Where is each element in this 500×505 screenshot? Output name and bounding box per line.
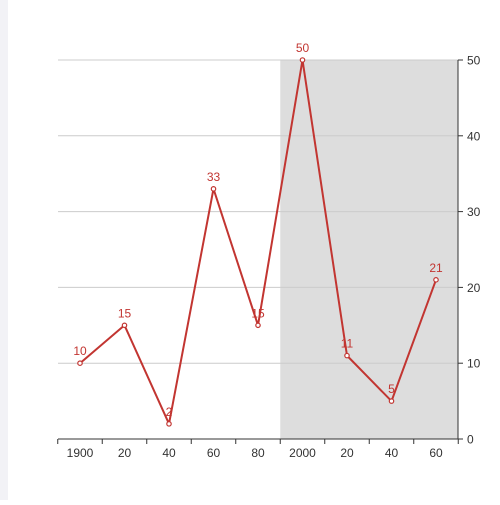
- data-point: [255, 322, 261, 329]
- data-label: 15: [251, 306, 265, 320]
- x-tick-label: 40: [162, 446, 176, 460]
- y-tick-label: 20: [467, 281, 481, 295]
- data-point: [77, 360, 83, 367]
- left-edge-strip: [0, 0, 8, 500]
- x-tick-label: 2000: [289, 446, 316, 460]
- grid-layer: [58, 59, 458, 364]
- series-layer: [77, 57, 439, 427]
- x-tick-label: 20: [340, 446, 354, 460]
- y-tick-label: 0: [467, 433, 474, 447]
- y-tick-label: 40: [467, 129, 481, 143]
- data-label: 2: [166, 405, 173, 419]
- y-tick-label: 10: [467, 357, 481, 371]
- data-point: [121, 322, 128, 329]
- data-label: 10: [73, 344, 87, 358]
- highlight-band: [280, 60, 458, 439]
- data-point: [344, 352, 350, 359]
- data-point: [388, 398, 395, 404]
- data-label: 15: [118, 306, 132, 320]
- x-tick-label: 40: [385, 446, 399, 460]
- data-label: 5: [388, 382, 395, 396]
- axis-layer: 0 10 20 30 40 50 1900 20 40 60 80 2000 20 40 60: [57, 54, 481, 460]
- data-point: [299, 57, 306, 63]
- x-tick-label: 60: [207, 446, 221, 460]
- data-point: [166, 421, 172, 427]
- x-tick-label: 80: [251, 446, 265, 460]
- y-tick-label: 50: [467, 54, 481, 68]
- x-tick-label: 60: [429, 446, 443, 460]
- data-point: [210, 186, 217, 192]
- data-point: [433, 277, 439, 283]
- data-label: 21: [429, 261, 443, 275]
- y-tick-label: 30: [467, 205, 481, 219]
- x-tick-label: 20: [118, 446, 132, 460]
- data-label: 11: [341, 337, 354, 351]
- data-label-layer: 10 15 2 33 15 50 11 5 21: [73, 41, 443, 419]
- highlight-band-layer: [280, 60, 458, 439]
- data-label: 50: [296, 41, 310, 55]
- data-label: 33: [207, 170, 221, 184]
- x-tick-label: 1900: [67, 446, 94, 460]
